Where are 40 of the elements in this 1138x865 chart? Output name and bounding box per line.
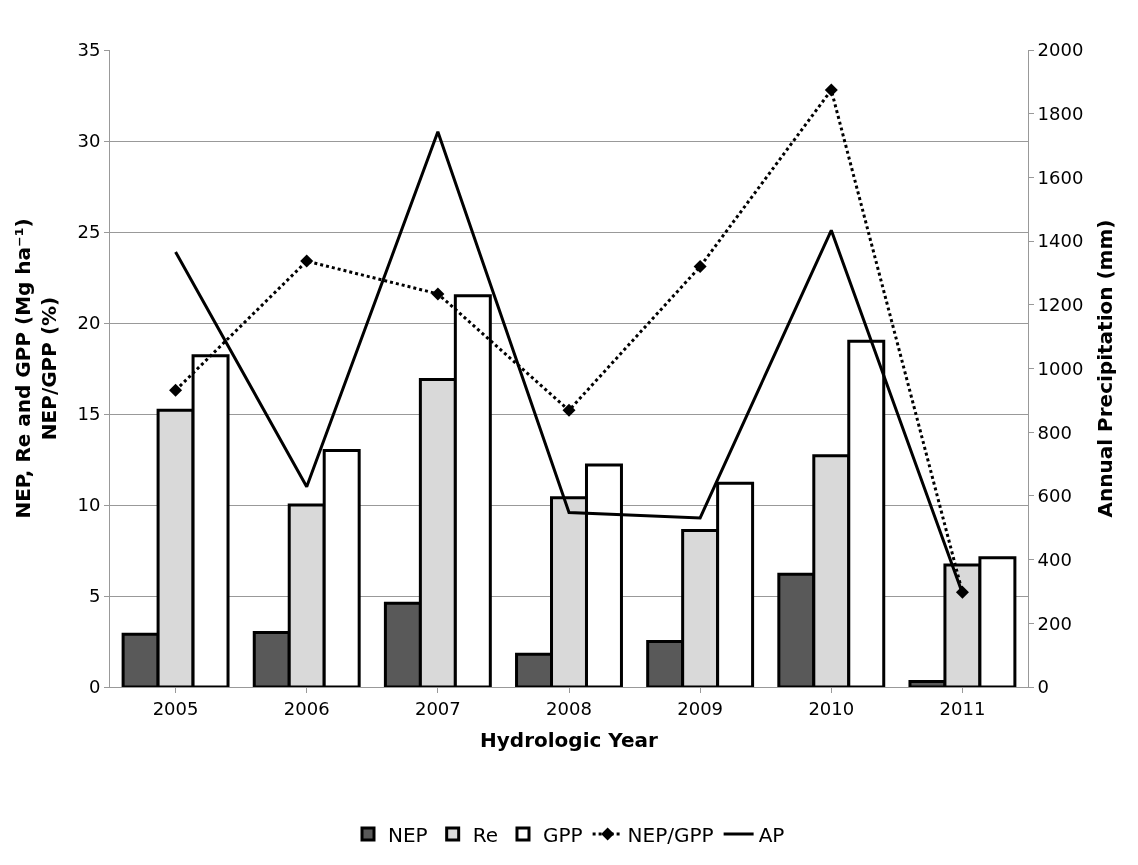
y-tick-label: 30 (77, 130, 101, 152)
legend-label: GPP (542, 822, 583, 847)
y2-tick-label: 1600 (1037, 166, 1084, 188)
y2-tick-label: 200 (1037, 612, 1072, 634)
y2-tick-label: 2000 (1037, 39, 1084, 61)
y-tick-label: 0 (88, 676, 101, 698)
legend-label: NEP/GPP (627, 822, 714, 847)
y2-tick-label: 1000 (1037, 357, 1084, 379)
y-tick-label: 35 (77, 39, 101, 61)
y2-tick-label: 400 (1037, 548, 1072, 570)
legend-label: NEP (388, 822, 428, 847)
y-tick-label: 5 (88, 585, 101, 607)
y-tick-label: 10 (77, 494, 101, 516)
y2-tick-label: 600 (1037, 485, 1072, 507)
y-tick-label: 20 (77, 312, 101, 334)
point (300, 254, 314, 268)
point (562, 403, 576, 417)
x-tick-label: 2010 (808, 697, 855, 719)
x-tick-label: 2007 (414, 697, 461, 719)
y-axis-title: NEP, Re and GPP (Mg ha⁻¹) NEP/GPP (%) (10, 218, 61, 519)
x-tick-label: 2006 (283, 697, 330, 719)
point (431, 287, 445, 301)
y-tick-label: 15 (77, 403, 101, 425)
x-tick-label: 2008 (546, 697, 592, 719)
legend-label: Re (472, 822, 498, 847)
y2-tick-label: 1200 (1037, 294, 1084, 316)
y-tick-label: 25 (77, 221, 101, 243)
y2-tick-label: 1400 (1037, 230, 1084, 252)
legend-label: AP (758, 822, 785, 847)
y2-tick-label: 800 (1037, 421, 1072, 443)
y2-axis-title: Annual Precipitation (mm) (1092, 219, 1117, 518)
point (169, 383, 183, 397)
point (693, 260, 707, 274)
point (824, 83, 838, 97)
x-tick-label: 2009 (677, 697, 724, 719)
y2-tick-label: 0 (1037, 676, 1050, 698)
x-axis-title: Hydrologic Year (480, 728, 659, 753)
x-tick-label: 2011 (939, 697, 986, 719)
x-tick-label: 2005 (152, 697, 199, 719)
y2-tick-label: 1800 (1037, 103, 1084, 124)
